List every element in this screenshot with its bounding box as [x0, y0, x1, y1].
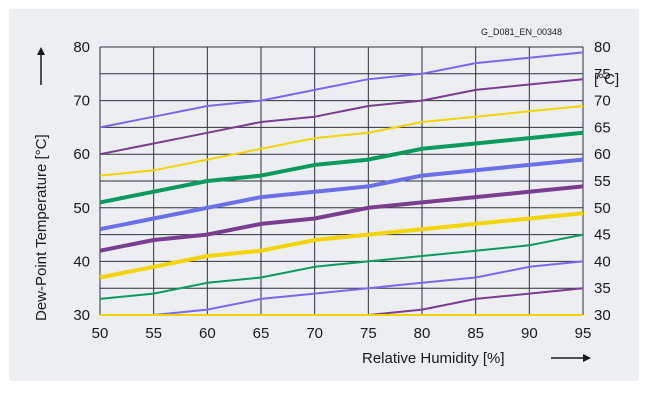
tick-labels: 50 55 60 65 70 75 80 85 90 9530405060708030354045… [73, 39, 610, 342]
chart-panel [9, 9, 639, 381]
series-line-1 [99, 51, 584, 129]
y-tick-label: 60 [73, 146, 90, 163]
x-axis-label: Relative Humidity [%] [362, 350, 505, 367]
x-tick-label: 65 [253, 325, 270, 342]
x-tick-label: 80 [414, 325, 431, 342]
y2-tick-label: 45 [594, 227, 611, 244]
x-tick-label: 90 [521, 325, 538, 342]
series-line-5 [99, 157, 584, 232]
y2-tick-label: 75 [594, 66, 611, 83]
y2-tick-label: 65 [594, 119, 611, 136]
y-tick-label: 50 [73, 200, 90, 217]
y-tick-label: 80 [73, 39, 90, 56]
series-line-7 [99, 211, 584, 280]
y2-tick-label: 40 [594, 253, 611, 270]
series-line-2 [99, 78, 584, 156]
figure-code: G_D081_EN_00348 [481, 27, 562, 37]
series-line-9 [100, 260, 584, 316]
x-tick-label: 50 [92, 325, 109, 342]
y2-tick-label: 35 [594, 280, 611, 297]
y2-tick-label: 80 [594, 39, 611, 56]
y2-tick-label: 70 [594, 93, 611, 110]
x-tick-label: 60 [199, 325, 216, 342]
y2-tick-label: 55 [594, 173, 611, 190]
y-tick-label: 30 [73, 307, 90, 324]
series-lines [99, 51, 584, 316]
y-axis-arrow-head [37, 47, 45, 55]
series-line-10 [100, 287, 584, 316]
series-line-8 [99, 233, 584, 300]
y2-tick-label: 30 [594, 307, 611, 324]
series-line-4 [99, 130, 584, 205]
x-tick-label: 75 [360, 325, 377, 342]
y-tick-label: 70 [73, 93, 90, 110]
secondary-axis-unit: [°C] [594, 71, 619, 88]
x-tick-label: 95 [575, 325, 592, 342]
x-tick-label: 70 [306, 325, 323, 342]
y2-tick-label: 60 [594, 146, 611, 163]
x-axis-arrow-head [583, 354, 591, 362]
x-tick-label: 85 [467, 325, 484, 342]
y-axis-label: Dew-Point Temperature [°C] [33, 134, 50, 321]
y-tick-label: 40 [73, 253, 90, 270]
series-line-6 [99, 184, 584, 253]
x-tick-label: 55 [145, 325, 162, 342]
series-line-3 [99, 105, 584, 177]
y2-tick-label: 50 [594, 200, 611, 217]
